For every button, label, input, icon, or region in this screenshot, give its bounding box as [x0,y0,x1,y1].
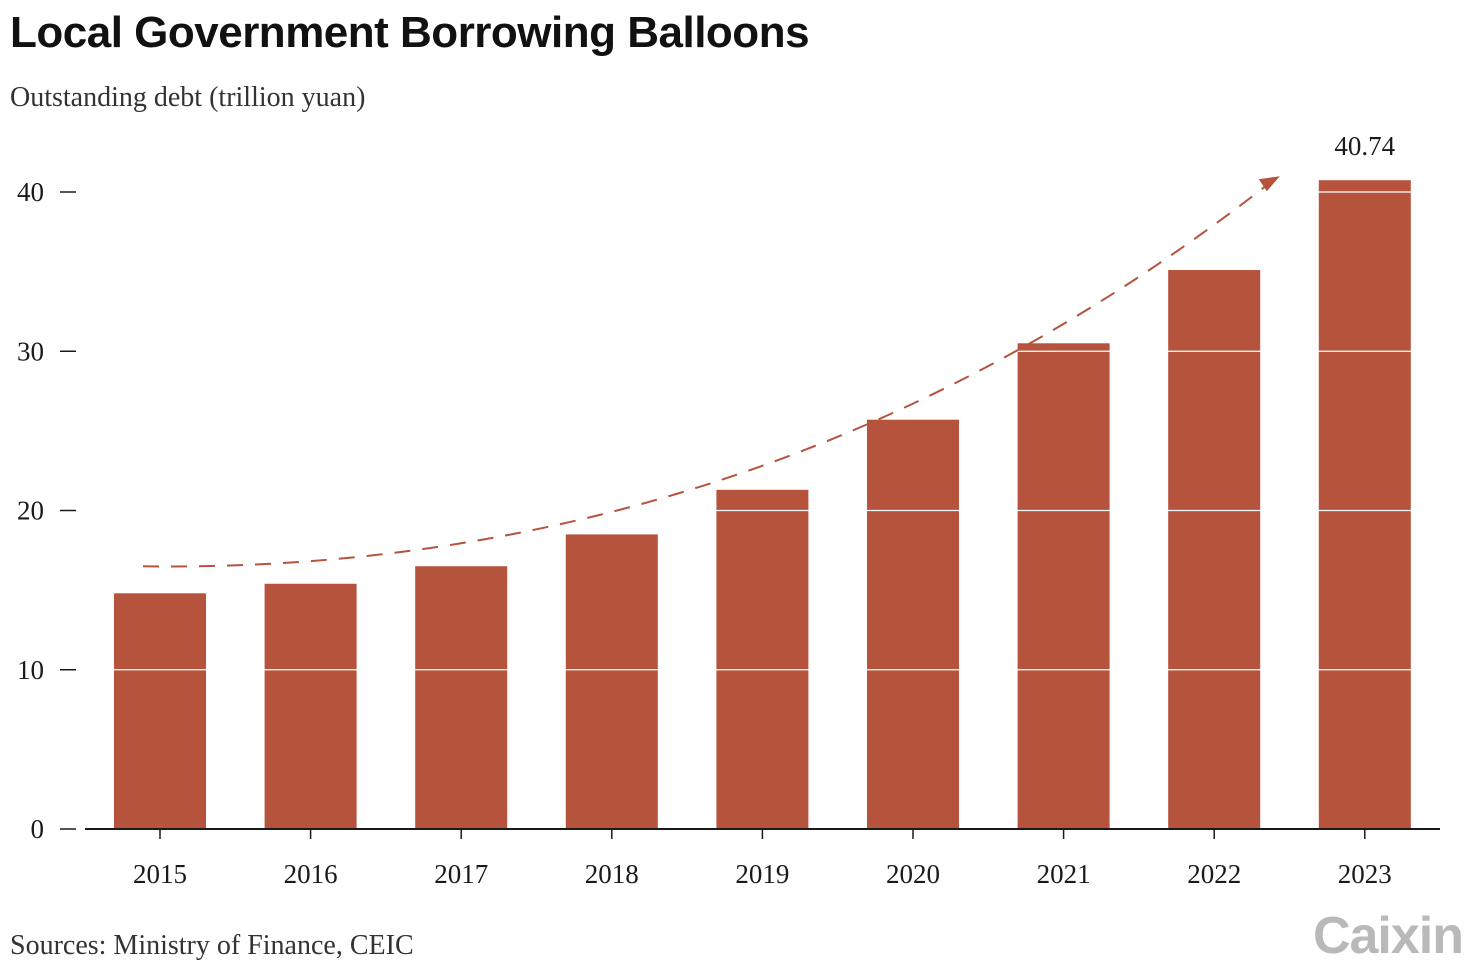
axes-layer: 0 10 20 30 40 2015 2016 2017 2018 2019 2020 2021 202… [17,177,1440,889]
x-tick-label-2017: 2017 [434,859,488,889]
x-tick-label-2016: 2016 [284,859,338,889]
y-tick-label-20: 20 [17,496,44,526]
value-label-2023: 40.74 [1334,131,1395,161]
x-tick-label-2018: 2018 [585,859,639,889]
gridlines-layer [85,191,1440,671]
x-tick-label-2015: 2015 [133,859,187,889]
bar-2018 [565,534,658,829]
bar-2019 [716,489,809,829]
bar-2023 [1318,180,1411,829]
bars-layer [114,180,1411,830]
y-tick-label-40: 40 [17,177,44,207]
x-tick-label-2023: 2023 [1338,859,1392,889]
bar-2022 [1168,270,1261,830]
bar-2017 [415,566,508,829]
source-note: Sources: Ministry of Finance, CEIC [10,930,414,961]
x-tick-label-2020: 2020 [886,859,940,889]
y-tick-label-10: 10 [17,655,44,685]
x-tick-label-2019: 2019 [735,859,789,889]
y-tick-label-30: 30 [17,336,44,366]
bar-2020 [867,419,959,829]
trend-arrow-head [1258,176,1280,192]
x-tick-label-2021: 2021 [1037,859,1091,889]
chart-title: Local Government Borrowing Balloons [10,8,810,57]
x-tick-label-2022: 2022 [1187,859,1241,889]
caixin-logo: Caixin [1312,907,1464,965]
bar-2015 [114,593,206,829]
trend-arrow-line [142,184,1268,568]
trend-layer [142,176,1280,568]
y-tick-label-0: 0 [31,814,45,844]
bar-2016 [264,583,357,829]
chart-subtitle: Outstanding debt (trillion yuan) [10,82,366,113]
labels-layer: 40.74 [1334,131,1395,161]
bar-2021 [1017,343,1110,829]
